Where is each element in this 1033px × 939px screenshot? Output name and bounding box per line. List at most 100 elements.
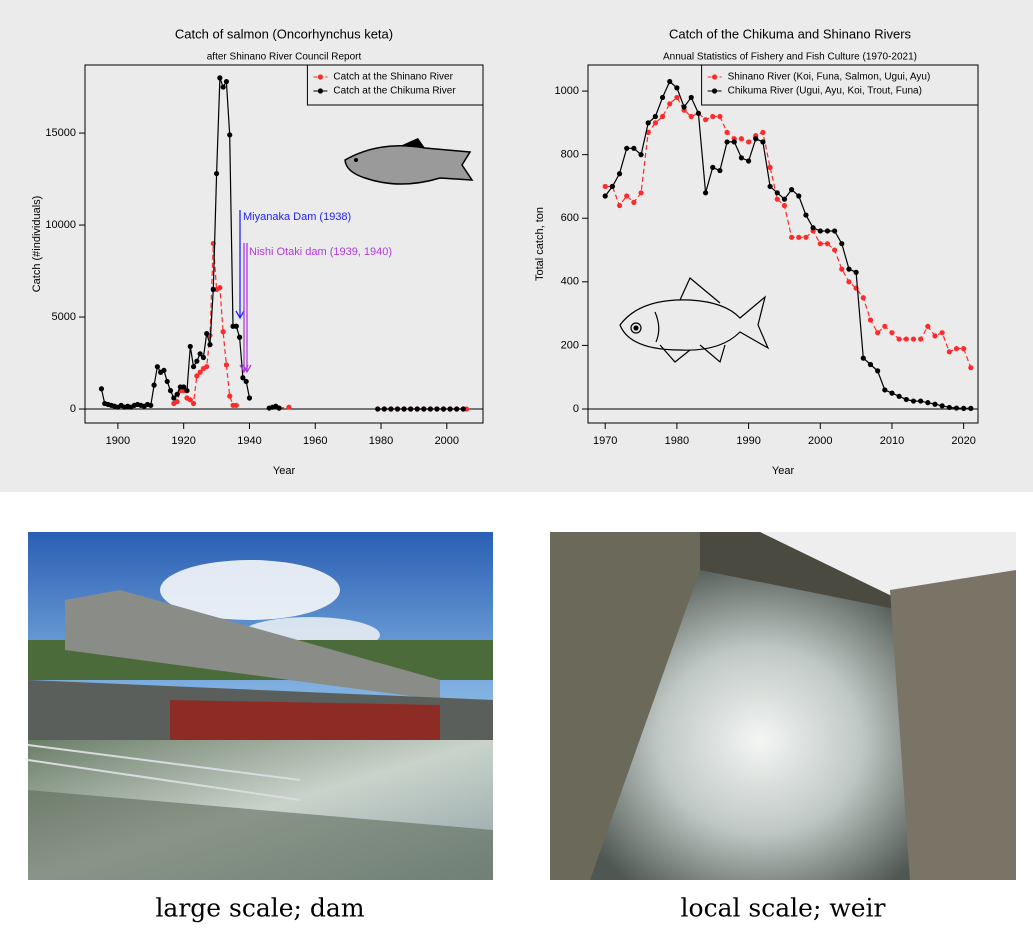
data-point [940, 403, 945, 408]
data-point [617, 171, 622, 176]
data-point [204, 331, 209, 336]
data-point [401, 406, 406, 411]
data-point [375, 406, 380, 411]
data-point [717, 114, 722, 119]
data-point [918, 398, 923, 403]
x-tick-label: 1960 [303, 435, 327, 447]
chart-subtitle: Annual Statistics of Fishery and Fish Cu… [663, 52, 917, 63]
data-point [461, 406, 466, 411]
data-point [689, 95, 694, 100]
data-point [811, 225, 816, 230]
data-point [839, 241, 844, 246]
data-point [681, 104, 686, 109]
data-point [674, 95, 679, 100]
data-point [653, 120, 658, 125]
data-point [646, 120, 651, 125]
legend-label: Catch at the Chikuma River [333, 86, 456, 97]
data-point [624, 193, 629, 198]
data-point [653, 114, 658, 119]
y-tick-label: 15000 [45, 127, 76, 139]
data-point [739, 155, 744, 160]
y-tick-label: 5000 [52, 311, 76, 323]
data-point [710, 114, 715, 119]
data-point [155, 364, 160, 369]
data-point [395, 406, 400, 411]
x-axis-label: Year [772, 465, 795, 477]
data-point [897, 336, 902, 341]
data-point [217, 285, 222, 290]
data-point [760, 130, 765, 135]
data-point [168, 388, 173, 393]
photo-caption: large scale; dam [155, 894, 364, 923]
data-point [932, 333, 937, 338]
data-point [667, 79, 672, 84]
x-axis-label: Year [273, 465, 296, 477]
data-point [703, 190, 708, 195]
data-point [234, 324, 239, 329]
data-point [968, 406, 973, 411]
data-point [214, 171, 219, 176]
data-point [286, 405, 291, 410]
data-point [875, 330, 880, 335]
y-tick-label: 400 [561, 276, 579, 288]
data-point [889, 391, 894, 396]
data-point [961, 406, 966, 411]
data-point [227, 394, 232, 399]
y-tick-label: 10000 [45, 219, 76, 231]
data-point [161, 368, 166, 373]
x-tick-label: 1980 [369, 435, 393, 447]
x-tick-label: 1900 [106, 435, 130, 447]
data-point [825, 241, 830, 246]
data-point [660, 95, 665, 100]
data-point [846, 279, 851, 284]
data-point [789, 235, 794, 240]
data-point [925, 324, 930, 329]
data-point [211, 287, 216, 292]
photo-caption: local scale; weir [681, 894, 886, 923]
data-point [940, 330, 945, 335]
data-point [760, 139, 765, 144]
data-point [237, 335, 242, 340]
data-point [875, 368, 880, 373]
x-tick-label: 2000 [435, 435, 459, 447]
x-tick-label: 1920 [171, 435, 195, 447]
data-point [204, 364, 209, 369]
data-point [603, 184, 608, 189]
data-point [932, 402, 937, 407]
data-point [674, 85, 679, 90]
data-point [775, 197, 780, 202]
data-point [882, 387, 887, 392]
data-point [854, 270, 859, 275]
data-point [415, 406, 420, 411]
data-point [638, 190, 643, 195]
data-point [803, 235, 808, 240]
data-point [703, 117, 708, 122]
data-point [660, 114, 665, 119]
data-point [782, 197, 787, 202]
data-point [99, 386, 104, 391]
data-point [696, 111, 701, 116]
legend-marker [712, 88, 717, 93]
data-point [753, 136, 758, 141]
data-point [832, 228, 837, 233]
legend-marker [712, 74, 717, 79]
x-tick-label: 1970 [593, 435, 617, 447]
data-point [739, 136, 744, 141]
data-point [224, 362, 229, 367]
data-point [388, 406, 393, 411]
data-point [782, 203, 787, 208]
data-point [151, 383, 156, 388]
legend-label: Catch at the Shinano River [333, 72, 453, 83]
data-point [188, 344, 193, 349]
data-point [717, 168, 722, 173]
data-point [191, 401, 196, 406]
data-point [746, 158, 751, 163]
data-point [954, 405, 959, 410]
data-point [148, 403, 153, 408]
data-point [638, 152, 643, 157]
data-point [868, 317, 873, 322]
y-tick-label: 0 [70, 403, 76, 415]
data-point [221, 329, 226, 334]
data-point [839, 267, 844, 272]
data-point [221, 84, 226, 89]
